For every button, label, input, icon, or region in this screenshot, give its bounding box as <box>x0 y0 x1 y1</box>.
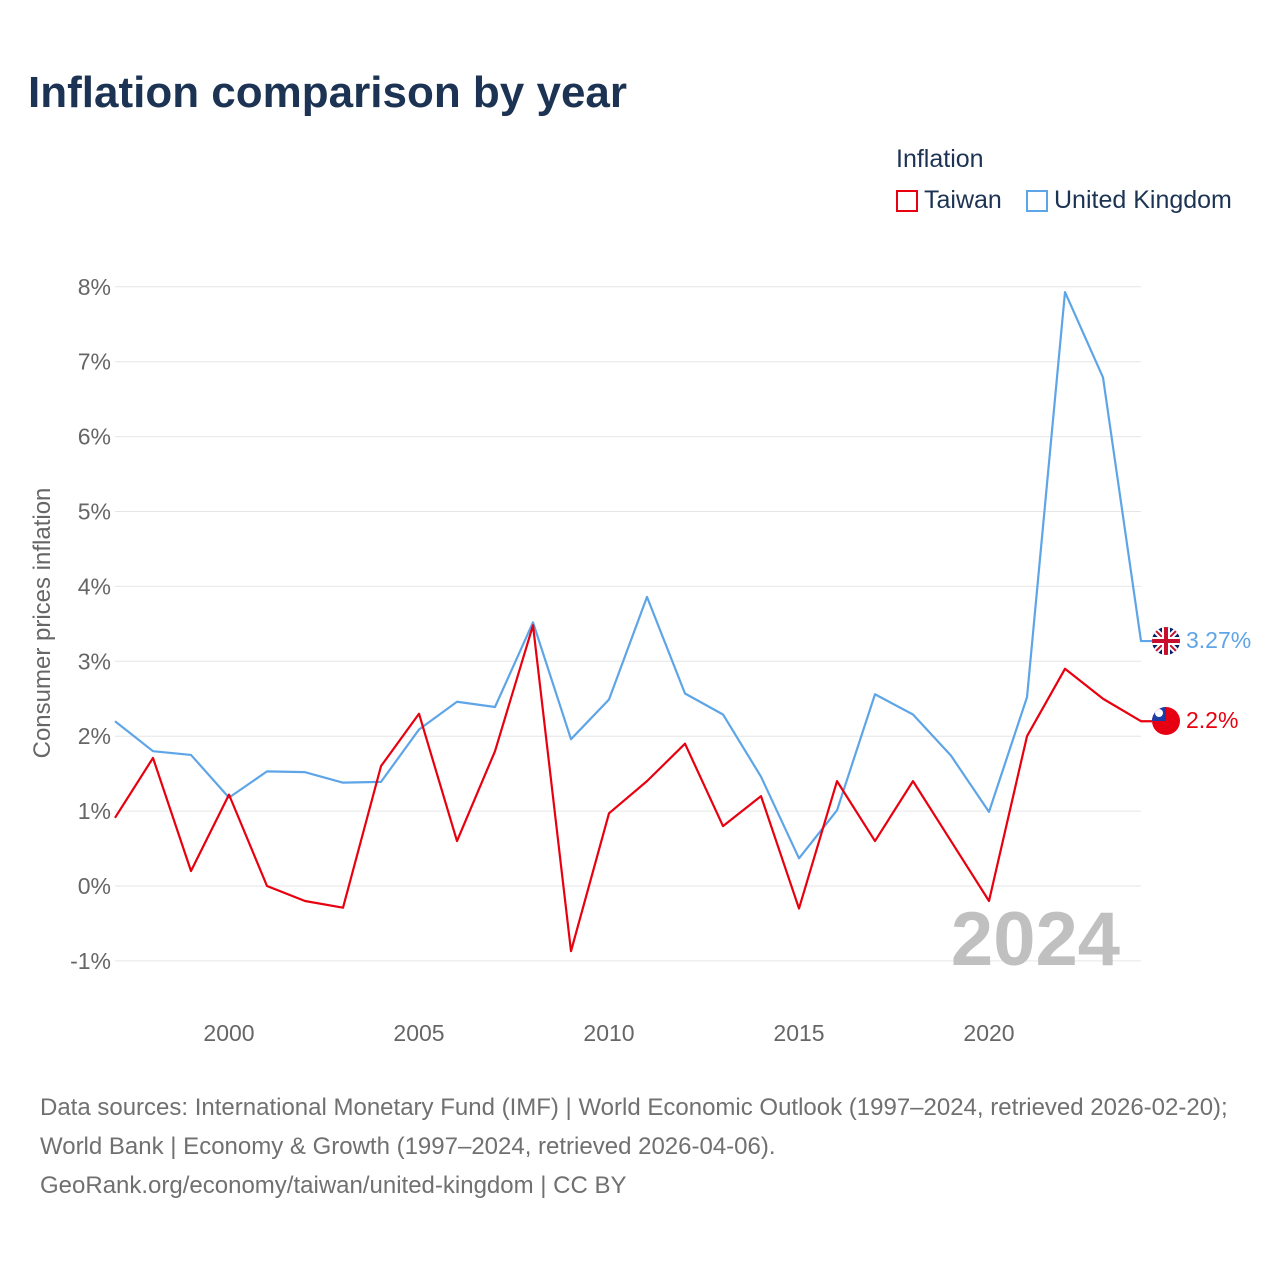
data-source-note: Data sources: International Monetary Fun… <box>40 1088 1250 1205</box>
legend-item-uk[interactable]: United Kingdom <box>1026 186 1232 215</box>
x-tick-label: 2005 <box>393 1020 444 1046</box>
x-tick-label: 2010 <box>583 1020 634 1046</box>
source-text: Data sources: International Monetary Fun… <box>40 1094 1228 1160</box>
x-tick-label: 2015 <box>773 1020 824 1046</box>
legend-item-taiwan[interactable]: Taiwan <box>896 186 1002 215</box>
y-tick-label: 0% <box>78 873 111 899</box>
y-tick-label: -1% <box>70 948 111 974</box>
legend-title: Inflation <box>896 145 984 173</box>
y-tick-label: 5% <box>78 499 111 525</box>
watermark-year: 2024 <box>951 897 1120 982</box>
y-tick-label: 3% <box>78 648 111 674</box>
legend-swatch <box>896 189 918 212</box>
legend-label: Taiwan <box>924 186 1002 214</box>
y-tick-label: 4% <box>78 573 111 599</box>
y-tick-label: 1% <box>78 798 111 824</box>
y-tick-label: 2% <box>78 723 111 749</box>
taiwan-end-label: 2.2% <box>1186 707 1238 733</box>
page-title: Inflation comparison by year <box>28 68 628 117</box>
uk-end-label: 3.27% <box>1186 627 1251 653</box>
legend-swatch <box>1026 189 1048 212</box>
uk-flag-icon <box>1152 627 1180 655</box>
y-tick-label: 8% <box>78 274 111 300</box>
x-tick-label: 2000 <box>203 1020 254 1046</box>
y-axis-label: Consumer prices inflation <box>29 488 56 759</box>
y-tick-label: 7% <box>78 349 111 375</box>
taiwan-flag-icon <box>1152 707 1180 735</box>
y-tick-label: 6% <box>78 424 111 450</box>
legend-label: United Kingdom <box>1054 186 1232 214</box>
source-link[interactable]: GeoRank.org/economy/taiwan/united-kingdo… <box>40 1172 627 1199</box>
series-line-united-kingdom <box>114 290 1152 860</box>
x-tick-label: 2020 <box>963 1020 1014 1046</box>
